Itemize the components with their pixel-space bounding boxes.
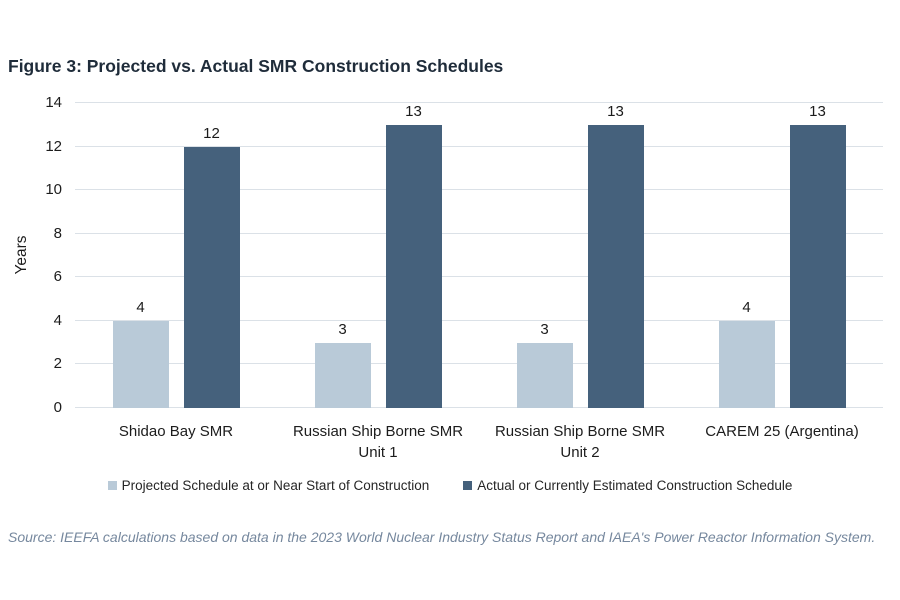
y-tick-label: 4 <box>53 311 62 329</box>
bar-value-label: 13 <box>405 102 422 120</box>
bar-value-label: 4 <box>742 298 751 316</box>
y-tick-label: 0 <box>53 399 62 416</box>
gridline <box>75 189 883 191</box>
gridline <box>75 407 883 408</box>
bar-value-label: 3 <box>338 320 347 338</box>
bar-actual <box>183 146 240 408</box>
x-category-label: CAREM 25 (Argentina) <box>670 421 894 442</box>
legend-item-actual: Actual or Currently Estimated Constructi… <box>463 478 792 493</box>
bar-value-label: 12 <box>203 124 220 142</box>
bar-actual <box>587 124 644 408</box>
x-category-label: Russian Ship Borne SMR Unit 1 <box>266 421 490 463</box>
bar-value-label: 3 <box>540 320 549 338</box>
bar-projected <box>516 342 573 408</box>
x-category-label: Russian Ship Borne SMR Unit 2 <box>468 421 692 463</box>
bar-value-label: 13 <box>607 102 624 120</box>
legend-item-projected: Projected Schedule at or Near Start of C… <box>107 478 430 493</box>
x-category-label-line: Shidao Bay SMR <box>118 423 234 440</box>
y-tick-label: 14 <box>45 94 62 111</box>
legend-swatch-icon <box>463 481 473 490</box>
gridline <box>75 363 883 365</box>
x-category-label-line: Russian Ship Borne SMR <box>292 423 464 440</box>
legend-swatch-icon <box>107 481 117 490</box>
bar-projected <box>314 342 371 408</box>
x-category-label-line: Unit 2 <box>560 444 600 461</box>
y-tick-label: 10 <box>45 181 62 199</box>
source-note: Source: IEEFA calculations based on data… <box>8 529 876 545</box>
legend-label: Actual or Currently Estimated Constructi… <box>477 478 793 493</box>
bar-value-label: 4 <box>136 298 145 316</box>
x-category-label-line: CAREM 25 (Argentina) <box>705 423 859 440</box>
y-tick-label: 8 <box>53 224 62 242</box>
y-tick-label: 12 <box>45 137 62 155</box>
gridline <box>75 102 883 103</box>
x-category-label: Shidao Bay SMR <box>64 421 288 442</box>
bar-actual <box>789 124 846 408</box>
plot-area: 4 12 3 13 3 13 4 13 <box>75 102 883 408</box>
figure-title: Figure 3: Projected vs. Actual SMR Const… <box>8 56 504 76</box>
x-category-label-line: Russian Ship Borne SMR <box>494 423 666 440</box>
y-tick-label: 6 <box>53 268 62 286</box>
bar-projected <box>718 320 775 408</box>
legend: Projected Schedule at or Near Start of C… <box>0 478 900 493</box>
gridline <box>75 232 883 234</box>
bar-value-label: 13 <box>809 102 826 120</box>
gridline <box>75 276 883 278</box>
bar-projected <box>112 320 169 408</box>
y-tick-label: 2 <box>53 355 62 373</box>
bar-actual <box>385 124 442 408</box>
gridline <box>75 319 883 321</box>
x-category-label-line: Unit 1 <box>358 444 398 461</box>
legend-label: Projected Schedule at or Near Start of C… <box>121 478 430 493</box>
gridline <box>75 145 883 147</box>
